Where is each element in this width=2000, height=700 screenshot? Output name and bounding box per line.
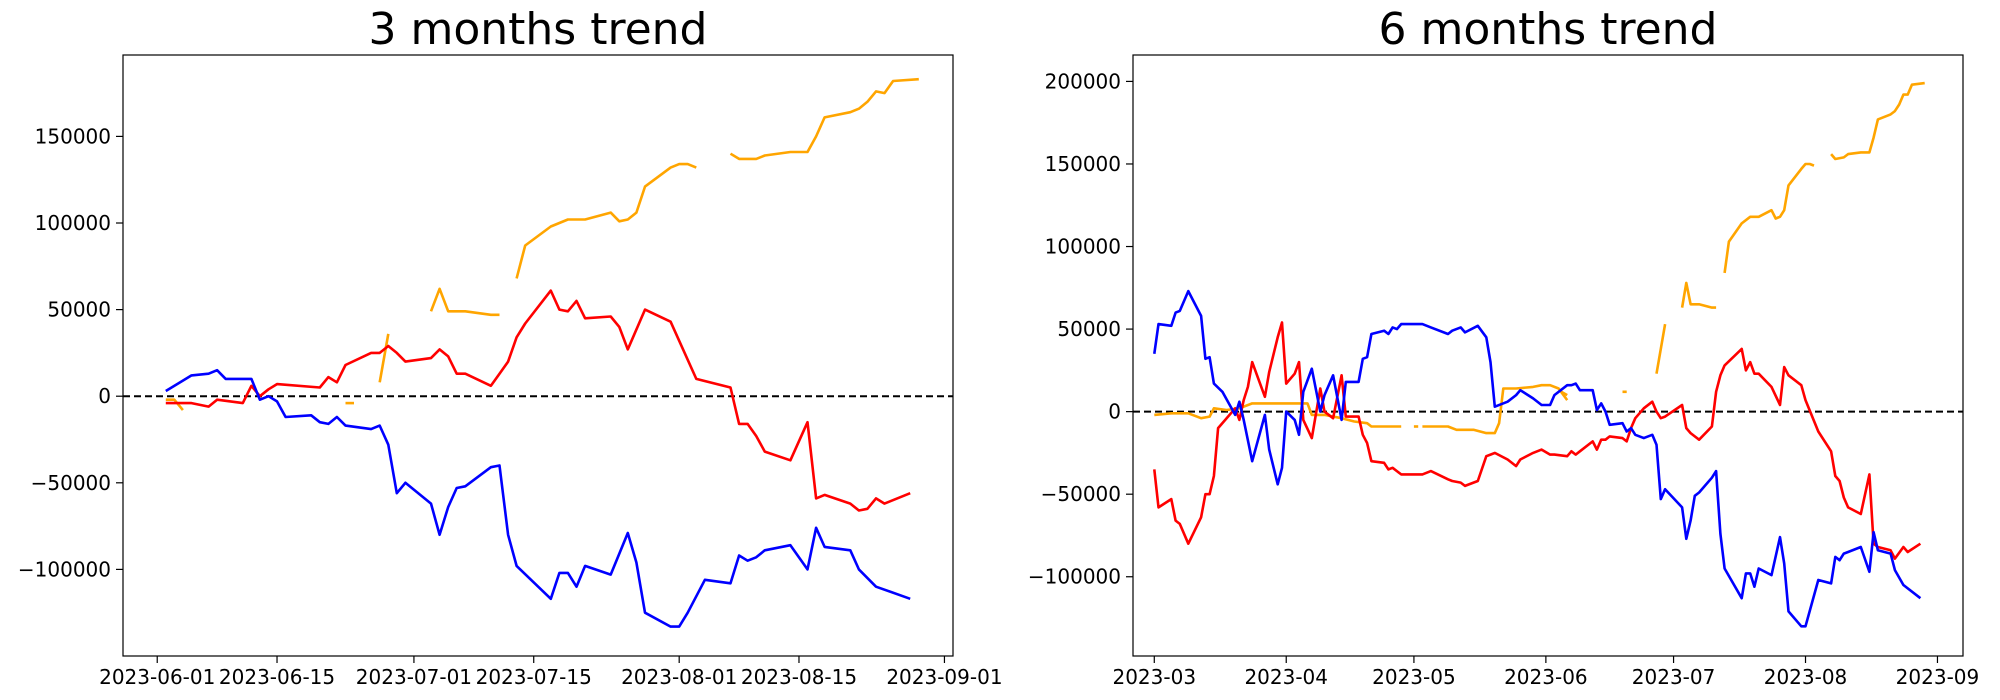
series-line-2 — [1154, 402, 1402, 428]
x-tick-label: 2023-07 — [1632, 665, 1716, 689]
series-line-0 — [1153, 289, 1922, 628]
series-line-2 — [1655, 323, 1667, 374]
x-tick-label: 2023-09-01 — [886, 665, 1002, 689]
y-tick-label: 0 — [98, 384, 111, 408]
y-tick-label: −50000 — [1041, 482, 1121, 506]
x-tick-label: 2023-06-15 — [219, 665, 335, 689]
y-tick-label: 150000 — [1045, 152, 1121, 176]
series-line-1 — [1153, 321, 1922, 560]
y-tick-label: 50000 — [1057, 317, 1121, 341]
x-tick-label: 2023-03 — [1112, 665, 1196, 689]
series-line-2 — [1680, 281, 1717, 309]
series-line-1 — [165, 289, 911, 512]
series-line-2 — [429, 287, 500, 317]
y-tick-label: −50000 — [31, 471, 111, 495]
chart-title-3-months: 3 months trend — [368, 4, 708, 55]
y-tick-label: 200000 — [1045, 69, 1121, 93]
panel-3-months: −100000 −50000 0 50000 100000 150000 2023-06-0… — [18, 54, 1003, 689]
y-tick-label: −100000 — [18, 557, 111, 581]
y-tick-label: 100000 — [1045, 235, 1121, 259]
series-line-2 — [1422, 383, 1569, 435]
series-line-2 — [729, 77, 919, 161]
x-tick-label: 2023-06 — [1504, 665, 1588, 689]
x-tick-label: 2023-06-01 — [99, 665, 215, 689]
series-line-2 — [378, 333, 390, 383]
x-tick-label: 2023-08 — [1764, 665, 1848, 689]
x-tick-label: 2023-09 — [1896, 665, 1980, 689]
plot-area — [123, 77, 953, 628]
series-line-2 — [165, 398, 184, 411]
panel-6-months: −100000 −50000 0 50000 100000 150000 200000 202… — [1028, 54, 1980, 689]
y-tick-label: 100000 — [35, 211, 111, 235]
x-tick-label: 2023-05 — [1372, 665, 1456, 689]
plot-area — [1133, 81, 1963, 628]
x-tick-label: 2023-08-01 — [621, 665, 737, 689]
x-tick-label: 2023-08-15 — [741, 665, 857, 689]
series-line-2 — [1830, 81, 1925, 161]
series-line-0 — [165, 368, 911, 628]
y-tick-label: 150000 — [35, 124, 111, 148]
x-tick-label: 2023-07-01 — [356, 665, 472, 689]
series-line-2 — [515, 162, 697, 279]
y-tick-label: 0 — [1108, 400, 1121, 424]
x-tick-label: 2023-07-15 — [476, 665, 592, 689]
series-line-2 — [1723, 162, 1815, 274]
axes-frame — [1132, 54, 1964, 657]
x-tick-label: 2023-04 — [1244, 665, 1328, 689]
y-tick-label: −100000 — [1028, 565, 1121, 589]
axes-frame — [122, 54, 954, 657]
y-tick-label: 50000 — [47, 298, 111, 322]
chart-title-6-months: 6 months trend — [1378, 4, 1718, 55]
